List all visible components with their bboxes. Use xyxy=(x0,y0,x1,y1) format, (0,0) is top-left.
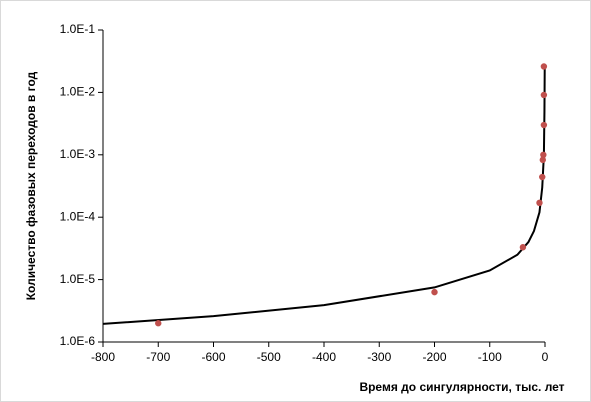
data-point xyxy=(539,156,546,164)
y-axis-title: Количество фазовых переходов в год xyxy=(24,71,38,300)
y-tick-label: 1.0E-6 xyxy=(60,334,96,348)
y-tick-label: 1.0E-3 xyxy=(60,147,96,161)
x-tick-label: -700 xyxy=(146,350,170,364)
y-tick-label: 1.0E-5 xyxy=(60,272,96,286)
x-tick-label: 0 xyxy=(542,350,549,364)
data-point xyxy=(540,91,548,99)
x-tick-label: -400 xyxy=(312,350,336,364)
data-point xyxy=(540,121,548,129)
data-point xyxy=(539,173,546,181)
x-tick-label: -300 xyxy=(367,350,391,364)
data-point xyxy=(519,244,527,251)
data-point xyxy=(155,320,162,327)
x-tick-label: -100 xyxy=(478,350,502,364)
x-axis-title: Время до сингулярности, тыс. лет xyxy=(359,380,564,394)
data-point xyxy=(536,199,543,207)
y-tick-label: 1.0E-4 xyxy=(60,209,96,223)
y-tick-label: 1.0E-2 xyxy=(60,85,96,99)
x-tick-label: -500 xyxy=(257,350,281,364)
y-tick-label: 1.0E-1 xyxy=(60,22,96,36)
x-tick-label: -800 xyxy=(91,350,115,364)
data-point xyxy=(540,151,547,158)
x-tick-label: -600 xyxy=(201,350,225,364)
x-tick-label: -200 xyxy=(422,350,446,364)
data-point xyxy=(431,288,438,296)
data-point xyxy=(540,63,548,70)
